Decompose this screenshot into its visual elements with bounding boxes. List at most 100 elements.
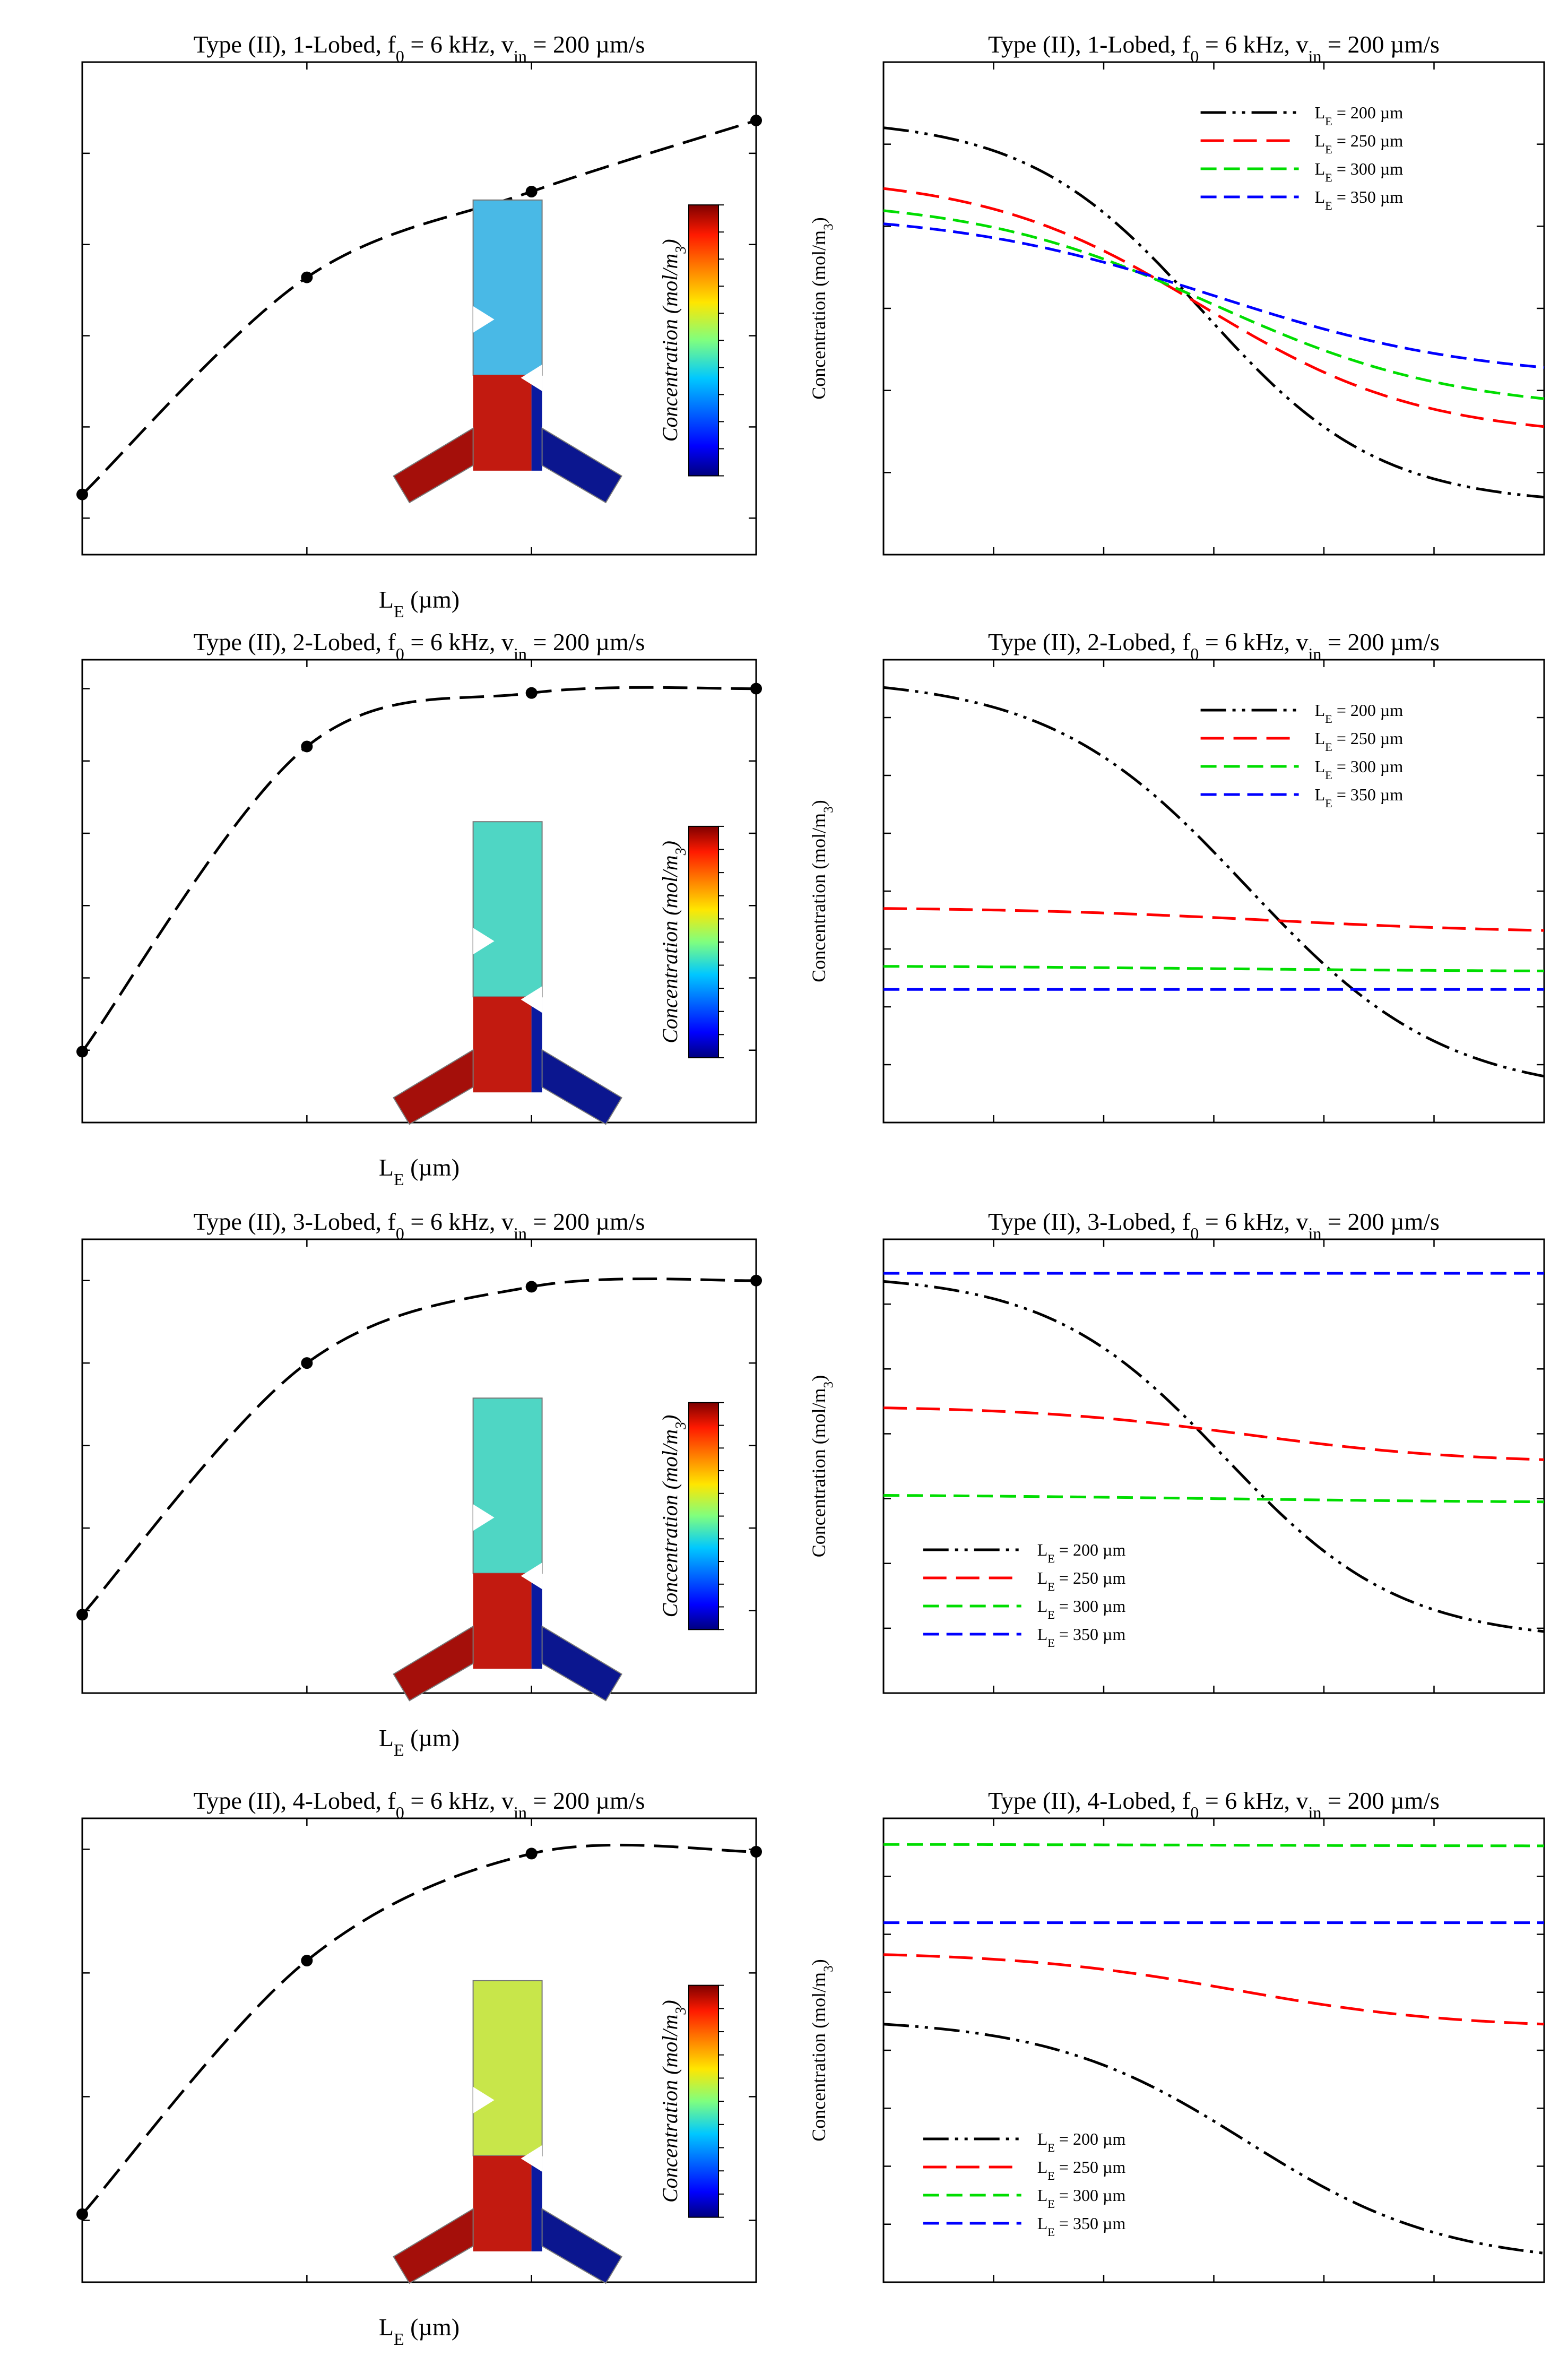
mixing-chamber-right: [531, 375, 542, 471]
legend-label: LE = 300 µm: [1315, 159, 1404, 184]
legend-label-part: = 250 µm: [1332, 729, 1403, 748]
legend-label-part: = 200 µm: [1332, 103, 1403, 122]
legend-label: LE = 200 µm: [1315, 701, 1404, 726]
series-line-4: [883, 222, 1545, 369]
series-line-2: [883, 1406, 1545, 1461]
lobe-obstacle: [521, 2145, 542, 2172]
legend-label-part: E: [1047, 1580, 1055, 1593]
x-axis-label-part: E: [394, 1170, 404, 1189]
y-axis-label-part: ): [808, 1375, 829, 1382]
legend-label-part: E: [1325, 740, 1332, 754]
simulation-contour-image: [393, 1980, 622, 2284]
chart-title-part: in: [1308, 47, 1321, 66]
data-point: [301, 1357, 313, 1369]
data-point: [750, 1274, 762, 1287]
colorbar-gradient: [688, 204, 719, 477]
colorbar-label-part: 3: [673, 1422, 689, 1430]
chart-title-part: Type (II), 2-Lobed, f: [988, 628, 1191, 655]
series-line-2: [883, 907, 1545, 932]
legend-label-part: E: [1325, 143, 1332, 156]
legend-label-part: L: [1037, 1568, 1048, 1587]
y-axis-label-part: 3: [821, 1382, 836, 1388]
plot-frame: [81, 1238, 757, 1694]
chart-title: Type (II), 2-Lobed, f0 = 6 kHz, vin = 20…: [988, 628, 1440, 663]
series-line-3: [883, 1843, 1544, 1848]
chart-title: Type (II), 1-Lobed, f0 = 6 kHz, vin = 20…: [988, 31, 1440, 66]
plot-frame: [81, 1817, 757, 2283]
panel-h: Type (II), 4-Lobed, f0 = 6 kHz, vin = 20…: [808, 1787, 1545, 2283]
legend-label-part: L: [1315, 103, 1326, 122]
simulation-contour-image: [393, 1397, 622, 1702]
mixing-chamber-right: [531, 1573, 542, 1669]
chart-title: Type (II), 2-Lobed, f0 = 6 kHz, vin = 20…: [194, 628, 645, 663]
mixing-chamber: [473, 2155, 532, 2251]
plot-frame: [882, 659, 1545, 1124]
colorbar-label-part: ): [658, 2000, 682, 2008]
lobe-obstacle: [521, 986, 542, 1013]
inlet-right: [541, 1625, 622, 1702]
chart-title-part: Type (II), 4-Lobed, f: [194, 1787, 396, 1814]
series-line-1: [883, 1280, 1545, 1633]
data-point: [76, 2208, 88, 2220]
chart-title: Type (II), 3-Lobed, f0 = 6 kHz, vin = 20…: [194, 1208, 645, 1243]
colorbar-label-part: Concentration (mol/m: [658, 1429, 682, 1617]
y-axis-label: Concentration (mol/m3): [808, 1375, 836, 1558]
chart-title-part: 0: [1190, 1803, 1199, 1822]
mixing-index-line: [81, 1278, 757, 1616]
chart-title-part: = 6 kHz, v: [1199, 1208, 1308, 1235]
data-point: [525, 186, 538, 198]
outlet-channel: [472, 199, 543, 376]
x-axis-label-part: E: [394, 1740, 404, 1759]
colorbar-label-part: ): [658, 239, 682, 247]
legend-label-part: = 250 µm: [1332, 131, 1403, 150]
colorbar-label-part: ): [658, 1415, 682, 1423]
legend-label-part: = 250 µm: [1055, 2157, 1125, 2177]
chart-title: Type (II), 4-Lobed, f0 = 6 kHz, vin = 20…: [988, 1787, 1440, 1822]
legend-label-part: L: [1037, 2129, 1048, 2148]
legend-label-part: L: [1315, 701, 1326, 720]
lobe-obstacle: [473, 1504, 495, 1531]
mixing-chamber-right: [531, 997, 542, 1093]
legend-label-part: = 250 µm: [1055, 1568, 1125, 1587]
legend-label-part: L: [1037, 1596, 1048, 1616]
legend-label-part: E: [1325, 199, 1332, 212]
legend-label: LE = 300 µm: [1037, 2186, 1126, 2211]
panel-b: Type (II), 1-Lobed, f0 = 6 kHz, vin = 20…: [808, 31, 1545, 556]
legend-label-part: E: [1325, 115, 1332, 128]
legend-label-part: = 200 µm: [1332, 701, 1403, 720]
legend-label-part: L: [1037, 2157, 1048, 2177]
colorbar-label-part: 3: [673, 246, 689, 254]
mixing-chamber: [473, 997, 532, 1093]
chart-title-part: = 200 µm/s: [527, 628, 645, 655]
chart-title-part: 0: [396, 1224, 404, 1243]
chart-title: Type (II), 4-Lobed, f0 = 6 kHz, vin = 20…: [194, 1787, 645, 1822]
chart-title-part: 0: [396, 47, 404, 66]
y-axis-label-part: ): [808, 800, 829, 806]
data-point: [76, 1609, 88, 1621]
legend-label-part: E: [1047, 2197, 1055, 2211]
y-axis-label: Concentration (mol/m3): [808, 217, 836, 400]
series-line-1: [883, 126, 1545, 499]
plot-frame: [81, 61, 757, 556]
colorbar-label: Concentration (mol/m3): [658, 1415, 689, 1618]
y-axis-label-part: 3: [821, 1965, 836, 1972]
chart-title-part: = 6 kHz, v: [404, 31, 514, 58]
inlet-left: [393, 1625, 474, 1702]
colorbar-label-part: ): [658, 841, 682, 849]
colorbar: Concentration (mol/m3): [658, 1402, 724, 1630]
chart-title-part: Type (II), 1-Lobed, f: [194, 31, 396, 58]
y-axis-label-part: ): [808, 1959, 829, 1965]
x-axis-label: LE (µm): [379, 1154, 460, 1189]
chart-title-part: in: [514, 644, 527, 663]
data-point: [301, 740, 313, 753]
legend-label-part: L: [1315, 159, 1326, 178]
data-point: [525, 687, 538, 699]
colorbar-label-part: Concentration (mol/m: [658, 2015, 682, 2203]
colorbar-label-part: 3: [673, 2007, 689, 2015]
mixing-chamber-right: [531, 2155, 542, 2251]
legend-label-part: L: [1315, 729, 1326, 748]
